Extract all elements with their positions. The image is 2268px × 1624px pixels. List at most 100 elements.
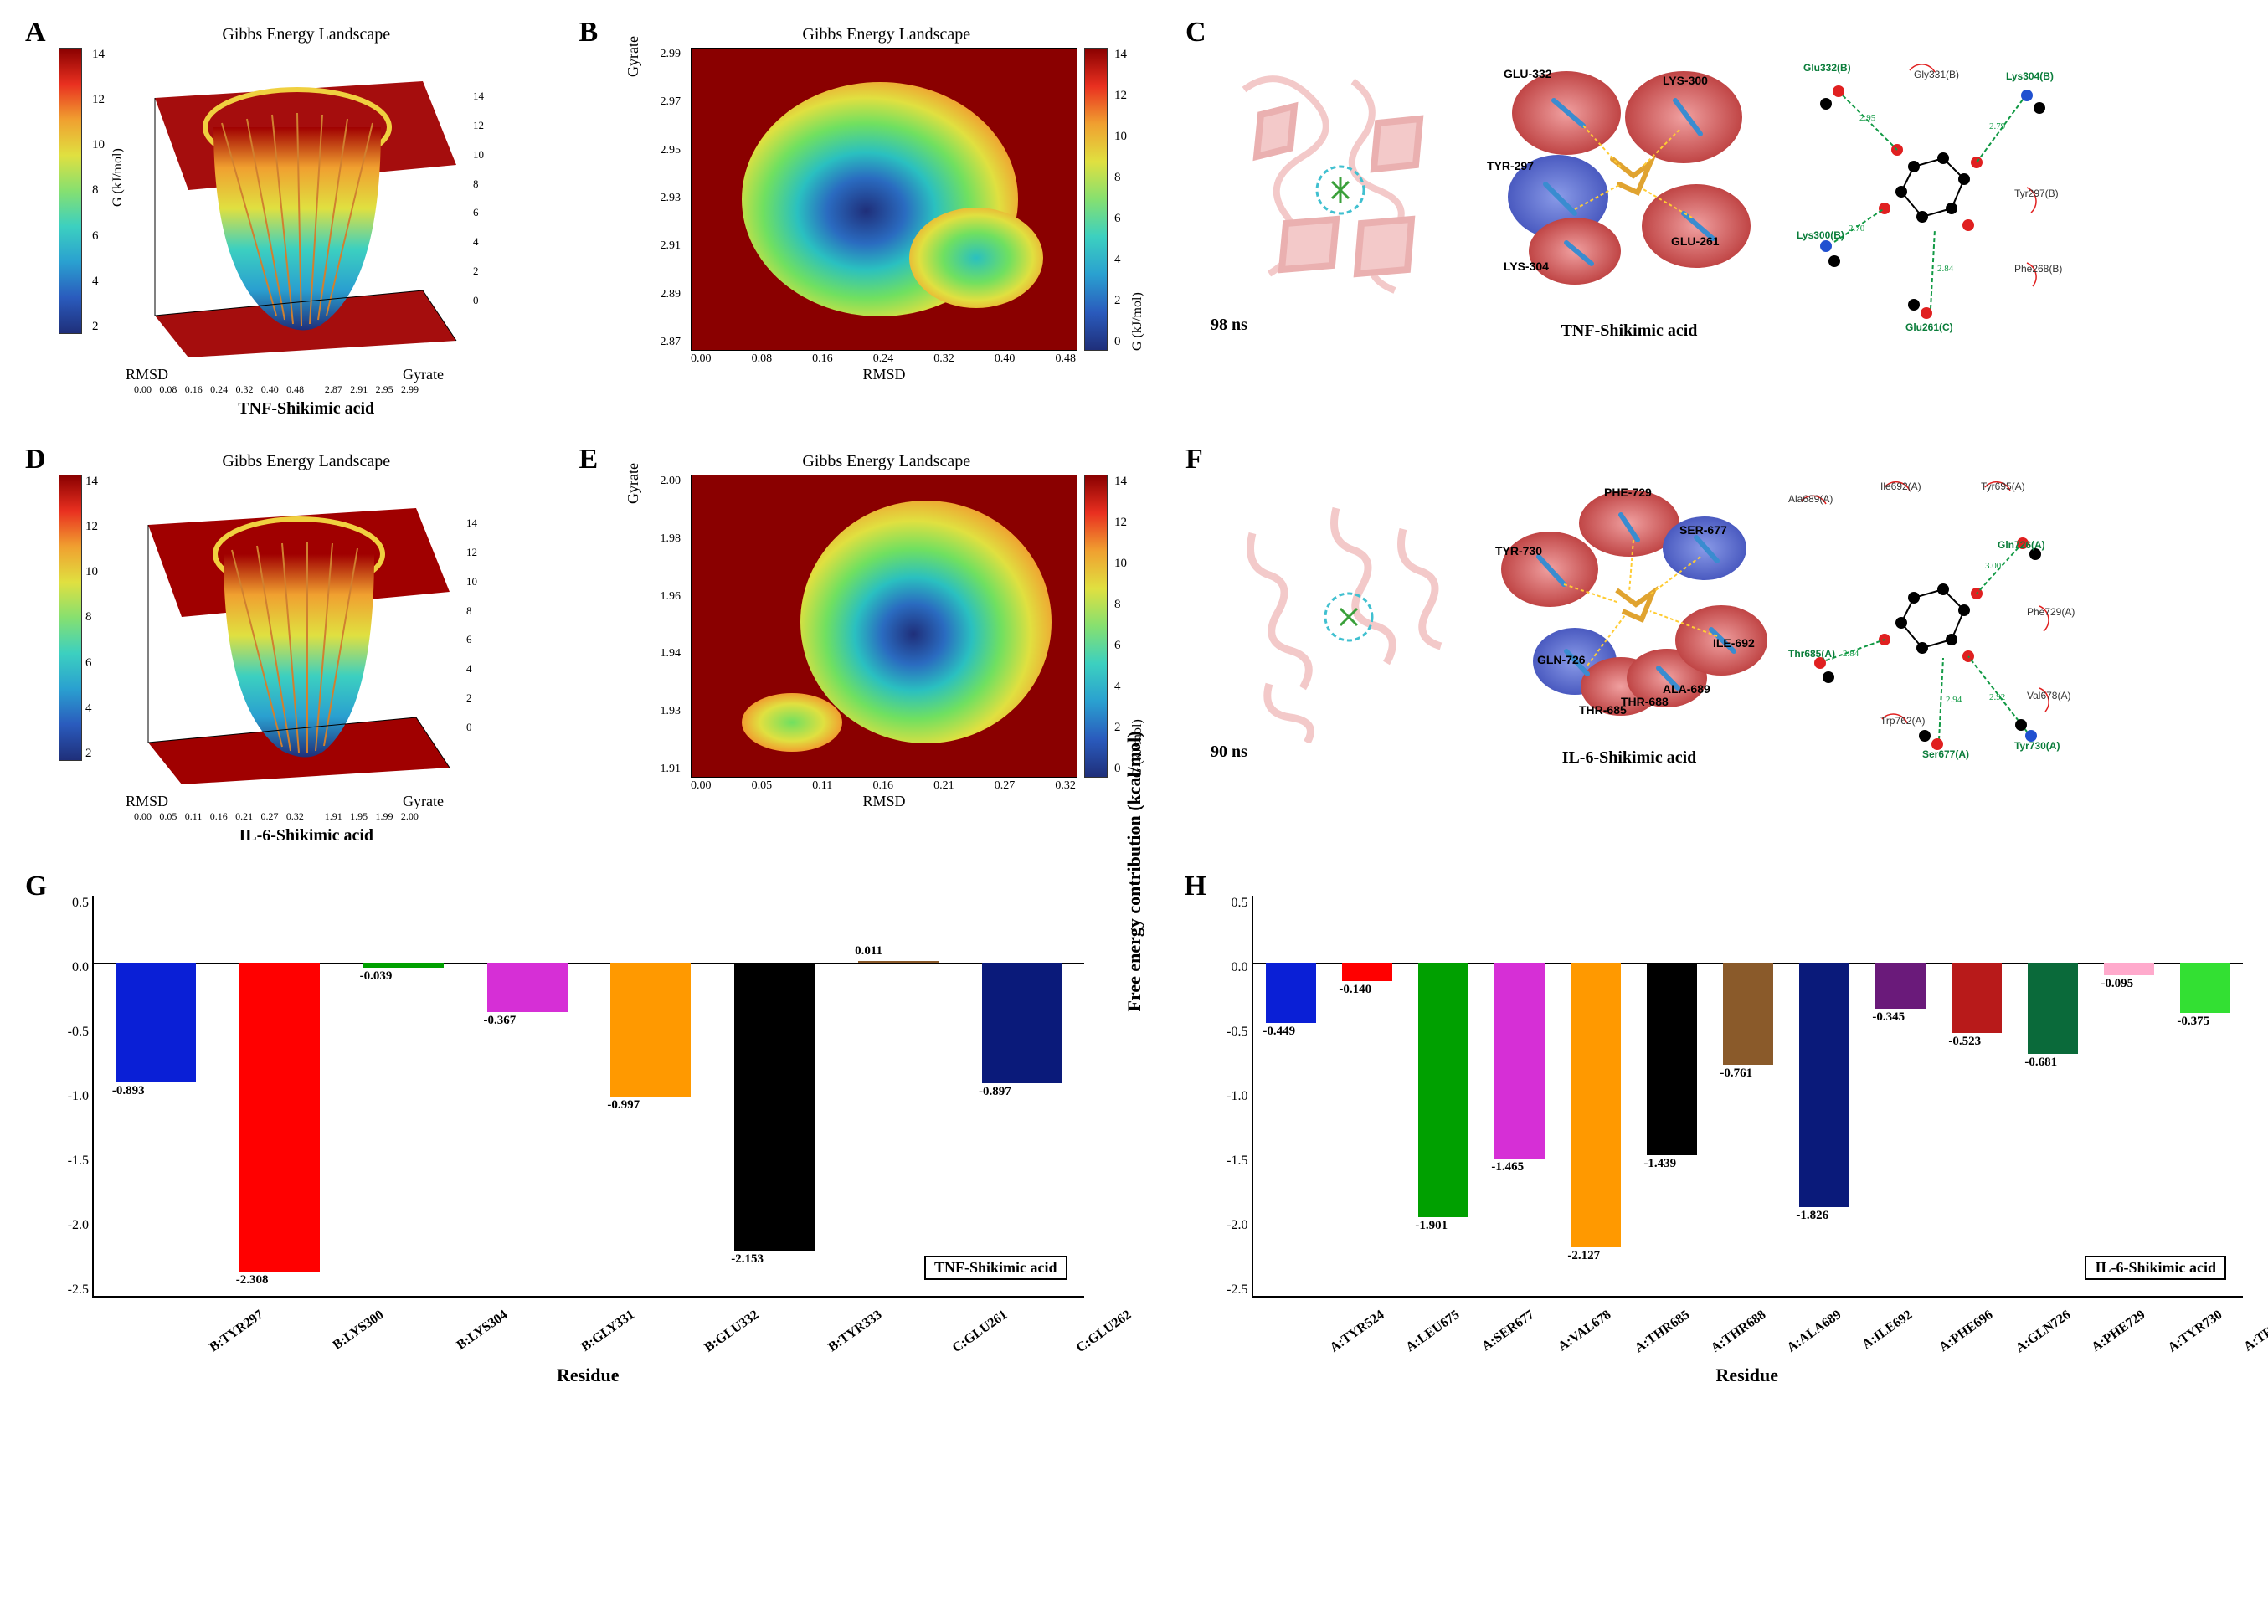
bar (610, 963, 691, 1097)
panel-e: E Gibbs Energy Landscape Gyrate 2.001.98… (579, 452, 1160, 845)
bar (2180, 963, 2229, 1013)
bar-xtick: B:TYR297 (207, 1308, 266, 1355)
complex-name-d: IL-6-Shikimic acid (59, 826, 554, 845)
colorbar-b (1084, 48, 1108, 351)
bar (1723, 963, 1772, 1065)
bar-value-label: -0.367 (484, 1014, 517, 1028)
ligplot-f: 3.00 2.84 2.94 2.92 Ala689(A) (1788, 481, 2073, 765)
bar-xtick: A:THR688 (1708, 1308, 1768, 1356)
bar-value-label: -0.449 (1263, 1025, 1295, 1039)
bar-value-label: -0.681 (2024, 1056, 2057, 1070)
barchart-h: 0.50.0 -0.5-1.0 -1.5-2.0 -2.5 -0.449A:TY… (1252, 896, 2244, 1298)
bar-value-label: -1.901 (1415, 1219, 1448, 1233)
svg-text:3.00: 3.00 (1985, 561, 2002, 571)
heatmap-e (691, 475, 1077, 778)
svg-text:G (kJ/mol): G (kJ/mol) (111, 148, 125, 207)
bar-value-label: -2.153 (731, 1252, 764, 1267)
bar (487, 963, 568, 1012)
bar-value-label: -1.826 (1796, 1209, 1828, 1223)
barchart-g: 0.50.0 -0.5-1.0 -1.5-2.0 -2.5 -0.893B:TY… (92, 896, 1084, 1298)
bar-xtick: B:TYR333 (826, 1308, 886, 1355)
bar-value-label: -2.308 (236, 1273, 269, 1287)
ligplot-c: 2.95 2.79 2.70 2.84 Glu332(B) (1788, 54, 2073, 338)
bar-xtick: A:VAL678 (1556, 1308, 1614, 1354)
barchart-g-xlabel: Residue (92, 1364, 1084, 1386)
bar-xtick: A:PHE729 (2089, 1308, 2148, 1355)
bar-xtick: A:TRP762 (2241, 1308, 2268, 1355)
bar-value-label: -0.039 (360, 969, 393, 984)
panel-f-label: F (1185, 444, 1203, 475)
complex-name-c: TNF-Shikimic acid (1487, 321, 1772, 341)
panel-d-label: D (25, 444, 46, 475)
bar (2104, 963, 2153, 975)
bar (1571, 963, 1620, 1247)
panel-g: G Free energy contribution (kcal/mol) 0.… (25, 896, 1084, 1386)
bar (1342, 963, 1391, 981)
snapshot-ns-c: 98 ns (1211, 316, 1470, 335)
heatmap-b-yticks: 2.992.97 2.952.93 2.912.89 2.87 (660, 48, 684, 349)
heatmap-b-xticks: 0.000.08 0.160.24 0.320.40 0.48 (691, 352, 1076, 366)
bar-xtick: A:LEU675 (1403, 1308, 1463, 1355)
svg-text:2.84: 2.84 (1937, 264, 1954, 274)
panel-c: C (1185, 25, 2243, 419)
complex-name-f: IL-6-Shikimic acid (1487, 748, 1772, 768)
bar (1494, 963, 1544, 1159)
protein-ribbon-c (1211, 56, 1470, 316)
gibbs-3d-plot-a: G (kJ/mol) (105, 48, 473, 366)
panel-a-label: A (25, 17, 46, 49)
bar (1875, 963, 1925, 1009)
chart-title-box: TNF-Shikimic acid (924, 1256, 1067, 1280)
bar-xtick: B:LYS300 (330, 1308, 386, 1354)
svg-text:2.92: 2.92 (1989, 692, 2005, 702)
panel-f: F (1185, 452, 2243, 845)
surface-f: PHE-729 SER-677 TYR-730 GLN-726 THR-685 … (1487, 477, 1772, 745)
colorbar-d (59, 475, 82, 761)
bar (239, 963, 320, 1272)
panel-a: A Gibbs Energy Landscape 2 4 6 8 10 12 1… (25, 25, 554, 419)
bar-value-label: -0.375 (2177, 1015, 2209, 1029)
panel-e-label: E (579, 444, 599, 475)
bar-xtick: A:ILE692 (1859, 1308, 1915, 1353)
bar (116, 963, 196, 1082)
surface-c: GLU-332 LYS-300 TYR-297 LYS-304 GLU-261 (1487, 50, 1772, 318)
gibbs-title-a: Gibbs Energy Landscape (59, 25, 554, 44)
gibbs-3d-plot-d (98, 475, 466, 793)
bar-xtick: A:ALA689 (1784, 1308, 1844, 1356)
bar (982, 963, 1062, 1083)
bar-xtick: B:GLU332 (702, 1308, 762, 1356)
bar-xtick: A:TYR524 (1327, 1308, 1386, 1356)
bar-xtick: C:GLU262 (1074, 1308, 1134, 1356)
bar (1799, 963, 1849, 1207)
svg-text:2.95: 2.95 (1859, 113, 1876, 123)
panel-b-label: B (579, 17, 599, 49)
bar-value-label: -1.465 (1491, 1160, 1524, 1174)
colorbar-e (1084, 475, 1108, 778)
panel-b: B Gibbs Energy Landscape Gyrate 2.992.97… (579, 25, 1160, 419)
svg-text:2.94: 2.94 (1946, 695, 1962, 705)
bar (1418, 963, 1468, 1217)
bar (858, 961, 939, 963)
svg-text:2.70: 2.70 (1849, 224, 1865, 234)
svg-text:2.79: 2.79 (1989, 121, 2006, 131)
panel-d: D Gibbs Energy Landscape 24 68 1012 14 (25, 452, 554, 845)
chart-title-box: IL-6-Shikimic acid (2085, 1256, 2226, 1280)
bar-xtick: A:GLN726 (2013, 1308, 2073, 1356)
bar-xtick: A:PHE696 (1936, 1308, 1996, 1355)
bar (1647, 963, 1696, 1155)
bar-value-label: -2.127 (1567, 1249, 1600, 1263)
bar (363, 963, 444, 968)
bar-value-label: 0.011 (855, 944, 882, 958)
bar (2028, 963, 2077, 1054)
bar-xtick: A:THR685 (1632, 1308, 1692, 1356)
bar-value-label: -0.095 (2101, 977, 2133, 991)
barchart-h-ylabel: Free energy contribution (kcal/mol) (1124, 731, 1145, 1011)
bar (1952, 963, 2001, 1033)
bar-xtick: A:TYR730 (2165, 1308, 2224, 1356)
bar-xtick: B:GLY331 (579, 1308, 637, 1355)
bar-value-label: -0.897 (979, 1085, 1011, 1099)
bar-value-label: -0.997 (607, 1098, 640, 1113)
colorbar-a-ticks: 2 4 6 8 10 12 14 (89, 48, 105, 334)
bar-value-label: -1.439 (1643, 1157, 1676, 1171)
bar-xtick: B:LYS304 (454, 1308, 510, 1354)
protein-ribbon-f (1211, 483, 1470, 743)
